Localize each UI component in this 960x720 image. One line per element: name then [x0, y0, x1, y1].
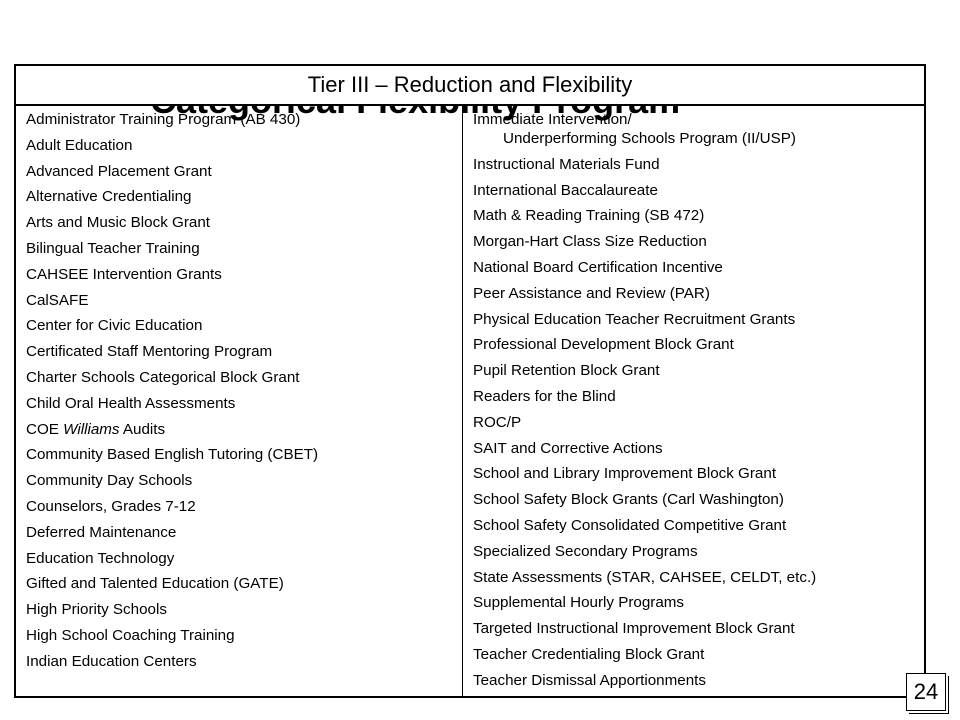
list-item: High School Coaching Training — [26, 626, 235, 644]
list-item: Charter Schools Categorical Block Grant — [26, 368, 300, 386]
left-column: Administrator Training Program (AB 430) A… — [26, 107, 456, 675]
list-item: Peer Assistance and Review (PAR) — [473, 284, 710, 302]
list-item: COE Williams Audits — [26, 417, 456, 443]
list-item: Readers for the Blind — [473, 387, 616, 405]
list-item: CalSAFE — [26, 291, 89, 309]
list-item-italic-text: Williams — [63, 420, 120, 438]
list-item-line1: Immediate Intervention/ — [473, 111, 632, 128]
list-item: ROC/P — [473, 413, 522, 431]
list-item-text: COE — [26, 420, 64, 438]
list-item: High Priority Schools — [26, 601, 167, 619]
list-item: Teacher Credentialing Block Grant — [473, 645, 705, 663]
list-item: Education Technology — [26, 549, 175, 567]
list-item: SAIT and Corrective Actions — [473, 439, 663, 457]
list-item-text: Audits — [119, 420, 166, 438]
list-item: Certificated Staff Mentoring Program — [26, 343, 273, 361]
list-item: Specialized Secondary Programs — [473, 542, 698, 560]
list-item: School and Library Improvement Block Gra… — [473, 465, 777, 483]
list-item: Adult Education — [26, 136, 133, 154]
list-item: Math & Reading Training (SB 472) — [473, 207, 705, 225]
list-item: Counselors, Grades 7-12 — [26, 497, 196, 515]
list-item: Immediate Intervention/ Underperforming … — [473, 107, 918, 152]
list-item: Teacher Dismissal Apportionments — [473, 671, 706, 689]
list-item: Instructional Materials Fund — [473, 155, 660, 173]
list-item: National Board Certification Incentive — [473, 258, 723, 276]
list-item: Deferred Maintenance — [26, 523, 177, 541]
list-item: Alternative Credentialing — [26, 188, 192, 206]
list-item: Child Oral Health Assessments — [26, 394, 236, 412]
list-item: Arts and Music Block Grant — [26, 214, 211, 232]
list-item: Supplemental Hourly Programs — [473, 594, 685, 612]
list-item: Pupil Retention Block Grant — [473, 362, 660, 380]
list-item: Gifted and Talented Education (GATE) — [26, 575, 284, 593]
column-divider — [462, 104, 463, 698]
list-item: School Safety Consolidated Competitive G… — [473, 516, 787, 534]
list-item: Community Based English Tutoring (CBET) — [26, 446, 319, 464]
list-item-line2: Underperforming Schools Program (II/USP) — [503, 130, 796, 147]
list-item: Professional Development Block Grant — [473, 336, 734, 354]
list-item: Targeted Instructional Improvement Block… — [473, 620, 795, 638]
list-item: Community Day Schools — [26, 472, 193, 490]
list-item: Advanced Placement Grant — [26, 162, 212, 180]
list-item: Physical Education Teacher Recruitment G… — [473, 310, 796, 328]
list-item: School Safety Block Grants (Carl Washing… — [473, 491, 784, 509]
list-item: Indian Education Centers — [26, 652, 197, 670]
page-number-shadow — [909, 676, 949, 714]
list-item: Bilingual Teacher Training — [26, 239, 200, 257]
list-item: Morgan-Hart Class Size Reduction — [473, 233, 707, 251]
right-column: Immediate Intervention/ Underperforming … — [473, 107, 918, 694]
table-header: Tier III – Reduction and Flexibility — [14, 64, 926, 106]
list-item: CAHSEE Intervention Grants — [26, 265, 222, 283]
list-item: Center for Civic Education — [26, 317, 203, 335]
page-number: 24 — [906, 673, 946, 711]
list-item: Administrator Training Program (AB 430) — [26, 111, 301, 128]
list-item: State Assessments (STAR, CAHSEE, CELDT, … — [473, 568, 817, 586]
list-item: International Baccalaureate — [473, 181, 658, 199]
